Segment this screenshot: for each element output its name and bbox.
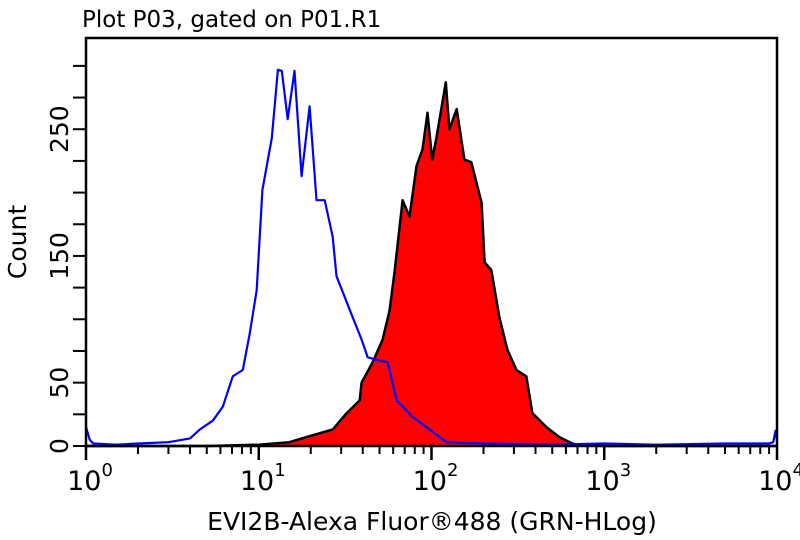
chart-title: Plot P03, gated on P01.R1: [82, 7, 381, 33]
x-axis-label: EVI2B-Alexa Fluor®488 (GRN-HLog): [207, 507, 657, 536]
x-tick-label: 101: [240, 460, 286, 497]
y-tick-label: 50: [45, 367, 74, 399]
series-layer: [84, 68, 779, 448]
y-tick-label: 0: [45, 438, 74, 454]
series-1-fill: [86, 82, 777, 447]
ticks-layer: 100 101 102 103 104 0 50 150 250: [45, 64, 800, 497]
series-1-edge: [86, 81, 777, 448]
y-tick-label: 150: [45, 232, 74, 280]
x-tick-label: 104: [758, 460, 800, 497]
x-tick-label: 100: [67, 460, 113, 497]
series-0-line: [84, 68, 779, 446]
y-tick-label: 250: [45, 105, 74, 153]
x-tick-label: 102: [413, 460, 459, 497]
x-tick-label: 103: [585, 460, 631, 497]
y-axis-label: Count: [3, 205, 32, 279]
